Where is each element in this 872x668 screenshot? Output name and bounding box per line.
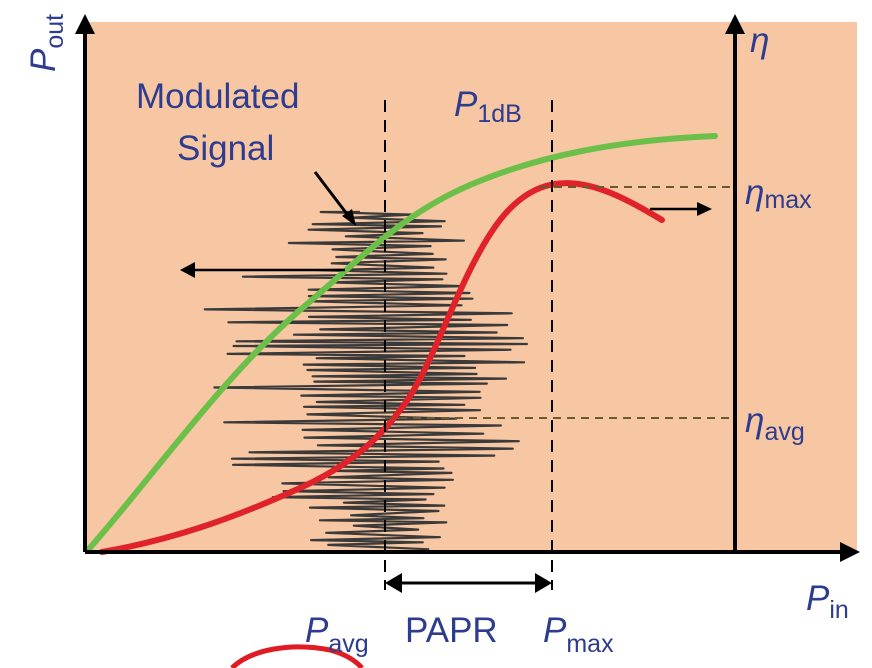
eta-max-label: ηmax bbox=[745, 173, 812, 214]
efficiency-curve bbox=[99, 180, 665, 555]
p-max-label: Pmax bbox=[543, 611, 614, 658]
modulated-signal-label-line1: Modulated bbox=[136, 77, 299, 116]
highlight-circle bbox=[230, 644, 364, 668]
right-arrow-head bbox=[697, 202, 712, 216]
left-arrow-head bbox=[180, 262, 195, 278]
signal-pointer-arrow bbox=[313, 171, 352, 219]
modulated-signal-label-line2: Signal bbox=[177, 129, 274, 168]
x-axis-arrowhead bbox=[840, 542, 860, 562]
papr-label: PAPR bbox=[405, 611, 498, 650]
modulated-signal-trace bbox=[203, 210, 528, 551]
p1db-label: P1dB bbox=[454, 85, 522, 128]
x-axis-label: Pin bbox=[806, 579, 849, 624]
papr-arrow-left-head bbox=[385, 573, 402, 593]
eta-avg-label: ηavg bbox=[745, 401, 805, 446]
signal-pointer-arrowhead bbox=[342, 209, 356, 226]
y-axis-arrowhead bbox=[75, 14, 95, 34]
papr-arrow-right-head bbox=[535, 573, 552, 593]
gain-curve bbox=[85, 133, 718, 553]
p-avg-label: Pavg bbox=[305, 611, 369, 658]
plot-background bbox=[85, 22, 857, 552]
eta-axis-label: η bbox=[750, 21, 769, 60]
y-axis-label: Pout bbox=[24, 14, 69, 72]
eta-axis-arrowhead bbox=[725, 14, 745, 34]
